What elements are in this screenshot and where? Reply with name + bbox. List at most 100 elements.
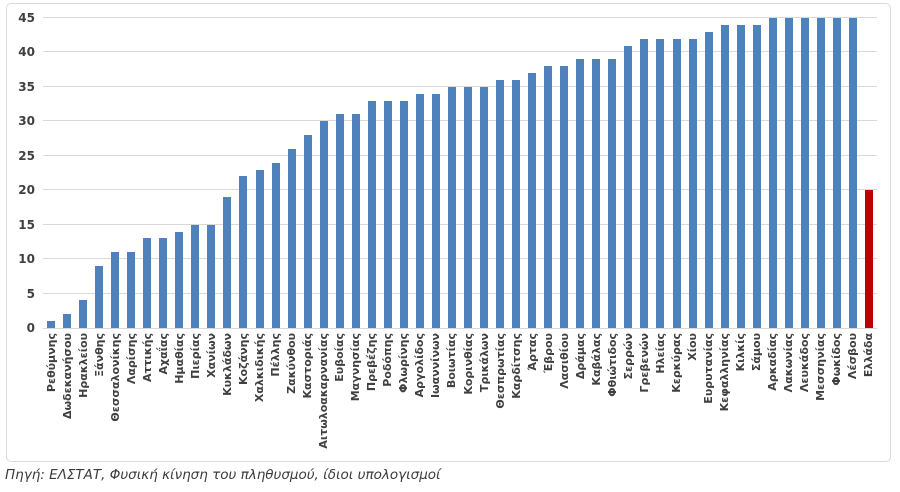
bar — [720, 24, 729, 328]
bar — [784, 18, 793, 328]
y-tick-label: 20 — [18, 183, 35, 198]
x-tick-label: Αργολίδος — [413, 333, 427, 398]
bar — [672, 38, 681, 328]
bar — [608, 59, 617, 328]
x-tick-label: Πιερίας — [188, 333, 202, 379]
bar — [592, 59, 601, 328]
x-tick-label: Ηλείας — [653, 333, 667, 374]
bar — [656, 38, 665, 328]
x-tick-label: Μεσσηνίας — [814, 333, 828, 401]
x-tick-label: Κερκύρας — [670, 333, 684, 393]
x-tick-label: Δράμας — [573, 333, 587, 380]
bar — [95, 266, 104, 328]
y-tick-label: 30 — [18, 114, 35, 129]
x-tick-label: Καστοριάς — [301, 333, 315, 399]
bar — [111, 252, 120, 328]
bar — [63, 314, 72, 328]
x-tick-label: Έβρου — [541, 333, 555, 374]
bar — [480, 86, 489, 328]
x-tick-label: Φωκίδος — [830, 333, 844, 386]
bar — [271, 162, 280, 328]
y-tick-label: 5 — [26, 286, 35, 301]
x-tick-label: Καβάλας — [589, 333, 603, 386]
x-tick-label: Ξάνθης — [92, 333, 106, 377]
bar — [496, 80, 505, 328]
x-tick-label: Χαλκιδικής — [253, 333, 267, 403]
bar — [431, 93, 440, 328]
bar — [303, 135, 312, 328]
x-tick-label: Ευβοίας — [333, 333, 347, 382]
gridline — [43, 120, 877, 122]
x-tick-label: Λευκάδος — [798, 333, 812, 393]
bar — [47, 321, 56, 328]
bar — [143, 238, 152, 328]
gridline — [43, 85, 877, 87]
y-tick-label: 10 — [18, 252, 35, 267]
x-tick-label: Αιτωλοακαρνανίας — [317, 333, 331, 449]
bar — [383, 100, 392, 328]
x-tick-label: Σάμου — [750, 333, 764, 372]
bar — [736, 24, 745, 328]
bar — [287, 148, 296, 328]
x-tick-label: Τρικάλων — [477, 333, 491, 393]
gridline — [43, 223, 877, 225]
x-tick-label: Αττικής — [140, 333, 154, 383]
y-tick-label: 15 — [18, 217, 35, 232]
x-tick-label: Δωδεκανήσου — [60, 333, 74, 420]
bar — [351, 114, 360, 328]
x-tick-label: Πρεβέζης — [365, 333, 379, 392]
bar — [864, 190, 873, 328]
x-tick-label: Χανίων — [204, 333, 218, 378]
x-tick-label: Φλωρίνης — [397, 333, 411, 393]
gridline — [43, 51, 877, 53]
bar — [175, 231, 184, 328]
x-tick-label: Βοιωτίας — [445, 333, 459, 389]
bar — [255, 169, 264, 328]
y-tick-label: 45 — [18, 11, 35, 25]
x-tick-label: Ιωαννίνων — [429, 333, 443, 399]
x-tick-label: Ηρακλείου — [76, 333, 90, 398]
x-tick-label: Μαγνησίας — [349, 333, 363, 402]
bar — [576, 59, 585, 328]
x-tick-label: Αχαΐας — [156, 333, 170, 375]
gridline — [43, 258, 877, 260]
bar — [239, 176, 248, 328]
x-tick-label: Γρεβενών — [637, 333, 651, 393]
x-tick-label: Λέσβου — [846, 333, 860, 380]
x-tick-label: Λαρίσης — [124, 333, 138, 385]
y-tick-label: 0 — [26, 321, 35, 335]
y-tick-label: 25 — [18, 148, 35, 163]
bar — [399, 100, 408, 328]
x-tick-label: Λασιθίου — [557, 333, 571, 389]
x-tick-label: Θεσσαλονίκης — [108, 333, 122, 422]
x-tick-label: Κορινθίας — [461, 333, 475, 395]
x-tick-label: Χίου — [686, 333, 700, 361]
bar — [79, 300, 88, 328]
x-tick-label: Ελλάδα — [862, 333, 876, 378]
x-tick-label: Κεφαλληνίας — [718, 333, 732, 412]
y-tick-label: 40 — [18, 45, 35, 60]
bar — [191, 224, 200, 328]
source-note: Πηγή: ΕΛΣΤΑΤ, Φυσική κίνηση του πληθυσμο… — [5, 467, 441, 483]
bar — [544, 66, 553, 328]
x-tick-label: Πέλλης — [269, 333, 283, 377]
x-tick-label: Αρκαδίας — [766, 333, 780, 391]
bar — [319, 121, 328, 328]
plot-area: Ρεθύμνης Δωδεκανήσου Ηρακλείου Ξάνθης Θεσσαλ… — [43, 17, 877, 449]
bar — [816, 18, 825, 328]
bar — [512, 80, 521, 328]
bar — [832, 18, 841, 328]
x-tick-label: Σερρών — [621, 333, 635, 380]
bar — [640, 38, 649, 328]
bar — [223, 197, 232, 328]
gridline — [43, 17, 877, 18]
bar — [335, 114, 344, 328]
bar — [207, 224, 216, 328]
x-tick-label: Λακωνίας — [782, 333, 796, 393]
bar — [688, 38, 697, 328]
bar — [159, 238, 168, 328]
bar — [447, 86, 456, 328]
bar — [127, 252, 136, 328]
gridline — [43, 189, 877, 191]
